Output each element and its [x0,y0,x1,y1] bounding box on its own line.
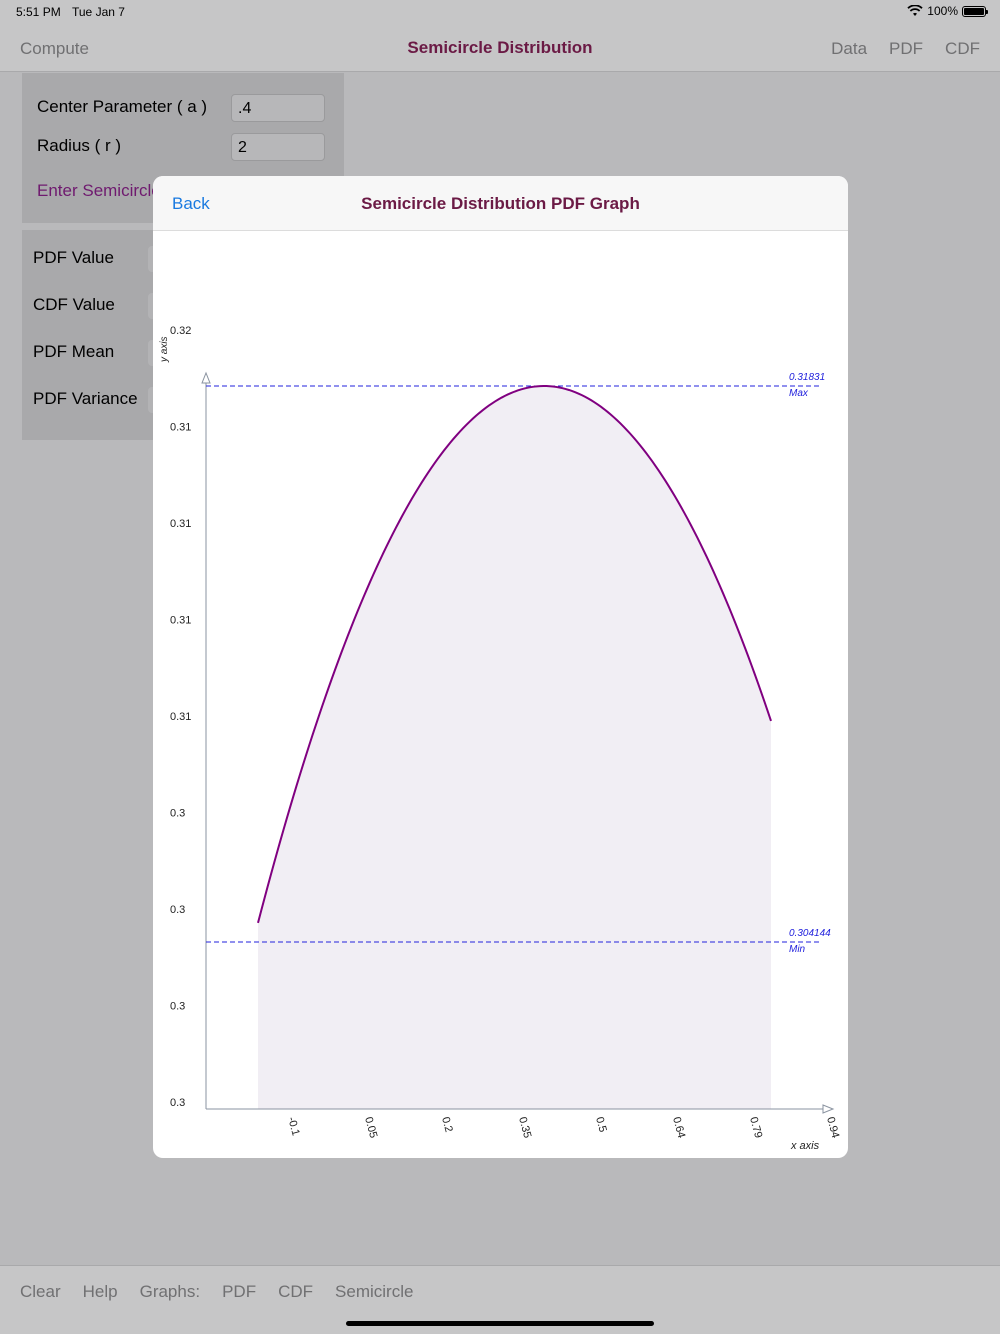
x-tick-label: 0.94 [824,1116,841,1140]
nav-bar: Compute Semicircle Distribution Data PDF… [0,24,1000,72]
pdf-button[interactable]: PDF [889,39,924,58]
y-tick-label: 0.3 [170,1097,185,1109]
y-tick-label: 0.3 [170,904,185,916]
radius-field[interactable]: 2 [231,133,325,161]
y-tick-label: 0.31 [170,518,191,530]
graphs-label: Graphs: [139,1282,201,1301]
status-time: 5:51 PM [16,5,61,19]
min-label: Min [789,944,806,955]
clear-button[interactable]: Clear [20,1282,61,1301]
x-axis-arrow [822,1104,835,1114]
graph-semicircle-button[interactable]: Semicircle [335,1282,414,1301]
help-button[interactable]: Help [82,1282,118,1301]
x-axis-title: x axis [790,1140,820,1152]
nav-right-buttons: Data PDF CDF [831,39,980,59]
x-tick-label: 0.79 [747,1116,764,1140]
status-right: 100% [907,4,988,18]
pdf-curve [257,385,772,924]
y-tick-label: 0.32 [170,325,191,337]
cdf-button[interactable]: CDF [945,39,980,58]
x-tick-label: 0.5 [593,1116,609,1134]
nav-title: Semicircle Distribution [407,38,593,57]
enter-semicircle-link[interactable]: Enter Semicircle [37,181,161,200]
x-tick-labels: -0.1 0.05 0.2 0.35 0.5 0.64 0.79 0.94 [285,1116,841,1140]
x-tick-label: 0.05 [362,1116,379,1140]
center-parameter-label: Center Parameter ( a ) [37,97,208,116]
pdf-graph-modal: Back Semicircle Distribution PDF Graph 0… [153,176,848,1158]
battery-percent: 100% [927,4,958,18]
data-button[interactable]: Data [831,39,868,58]
x-tick-label: 0.2 [439,1116,455,1134]
max-label: Max [789,388,809,399]
center-parameter-field[interactable]: .4 [231,94,325,122]
pdf-chart: 0.31831 Max 0.304144 Min 0.320.310.310.3… [159,325,841,1152]
back-button[interactable]: Back [172,194,210,213]
y-tick-label: 0.31 [170,711,191,723]
max-value-label: 0.31831 [789,372,825,383]
modal-header: Back Semicircle Distribution PDF Graph [153,176,848,231]
battery-icon [962,5,988,17]
wifi-icon [907,5,923,16]
y-tick-label: 0.3 [170,1001,185,1013]
compute-button[interactable]: Compute [20,39,89,58]
cdf-value-label: CDF Value [33,295,115,314]
y-tick-label: 0.31 [170,615,191,627]
chart-area: 0.31831 Max 0.304144 Min 0.32 0.31 0.31 0.3… [153,232,848,1158]
y-tick-label: 0.3 [170,808,185,820]
radius-label: Radius ( r ) [37,136,122,155]
modal-title: Semicircle Distribution PDF Graph [361,194,640,213]
y-axis-arrow [201,371,211,384]
x-tick-label: 0.35 [516,1116,533,1140]
pdf-mean-label: PDF Mean [33,342,115,361]
y-axis-title: y axis [159,336,170,363]
x-tick-label: 0.64 [670,1116,687,1140]
graph-cdf-button[interactable]: CDF [278,1282,314,1301]
y-tick-labels: 0.32 0.31 0.31 0.31 0.31 0.3 0.3 0.3 0.3 [170,325,191,1109]
status-bar: 5:51 PM Tue Jan 7 100% [0,0,1000,24]
pdf-area-fill [258,386,771,1109]
graph-pdf-button[interactable]: PDF [222,1282,257,1301]
min-value-label: 0.304144 [789,928,831,939]
y-tick-label: 0.31 [170,422,191,434]
status-date: Tue Jan 7 [72,5,125,19]
pdf-variance-label: PDF Variance [33,389,138,408]
pdf-value-label: PDF Value [33,248,114,267]
x-tick-label: -0.1 [285,1116,302,1137]
home-indicator[interactable] [346,1321,654,1326]
